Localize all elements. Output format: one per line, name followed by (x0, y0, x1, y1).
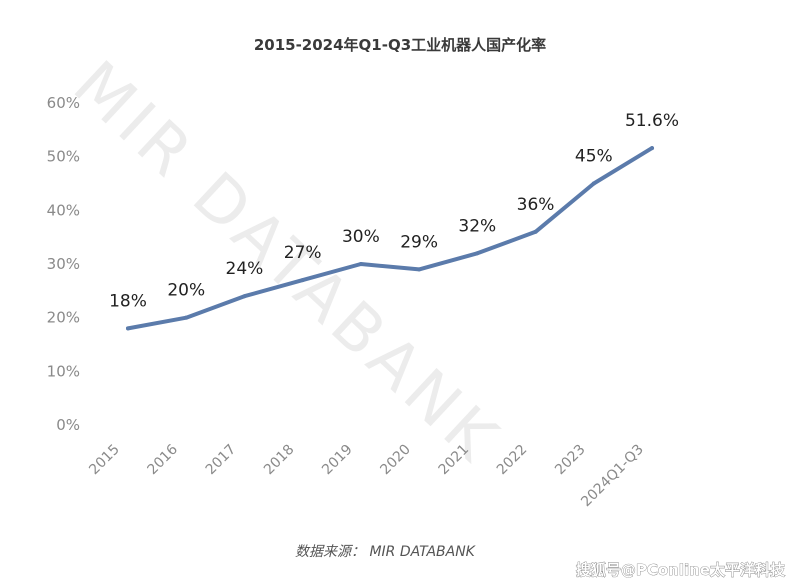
x-tick-label: 2017 (203, 442, 240, 479)
data-label: 36% (517, 195, 555, 215)
data-point (591, 181, 596, 186)
y-tick-label: 50% (47, 148, 80, 166)
x-tick-label: 2016 (145, 441, 182, 478)
data-label: 30% (342, 227, 380, 247)
y-tick-label: 60% (47, 94, 80, 112)
x-axis: 2015 2016 2017 2018 2019 2020 2021 2022 20232024… (86, 441, 647, 510)
source-note: 数据来源： MIR DATABANK (295, 544, 477, 560)
x-tick-label: 2018 (261, 442, 298, 479)
data-point (533, 229, 538, 234)
x-tick-label: 2023 (552, 442, 589, 479)
credit-watermark: 搜狐号@PConline太平洋科技 (576, 561, 786, 579)
y-tick-label: 40% (47, 201, 80, 219)
x-tick-label: 2019 (319, 442, 356, 479)
x-tick-label: 2015 (86, 442, 123, 479)
x-tick-label: 2020 (377, 442, 414, 479)
y-tick-label: 10% (47, 362, 80, 380)
data-point (475, 251, 480, 256)
data-label: 29% (400, 232, 438, 252)
data-label: 24% (226, 259, 264, 279)
x-tick-label: 2024Q1-Q3 (578, 442, 647, 511)
data-point (184, 315, 189, 320)
data-point (300, 278, 305, 283)
series-line-group (126, 146, 654, 331)
series-line (126, 146, 654, 331)
y-tick-label: 20% (47, 309, 80, 327)
data-labels: 18% 20% 24% 27% 30% 29% 32% 36% 45% 51.6% (109, 111, 679, 311)
data-label: 32% (458, 216, 496, 236)
x-tick-label: 2022 (494, 442, 531, 479)
chart-title: 2015-2024年Q1-Q3工业机器人国产化率 (254, 36, 546, 54)
data-label: 51.6% (625, 111, 679, 131)
data-label: 18% (109, 291, 147, 311)
y-tick-label: 0% (56, 416, 80, 434)
data-point (650, 146, 654, 151)
data-point (126, 326, 130, 331)
data-label: 27% (284, 243, 322, 263)
data-point (358, 262, 363, 266)
data-label: 45% (575, 147, 613, 167)
data-label: 20% (167, 281, 205, 301)
data-point (417, 267, 422, 272)
data-point (242, 294, 247, 299)
y-axis: 0% 10% 20% 30% 40% 50% 60% (47, 94, 80, 434)
y-tick-label: 30% (47, 255, 80, 273)
